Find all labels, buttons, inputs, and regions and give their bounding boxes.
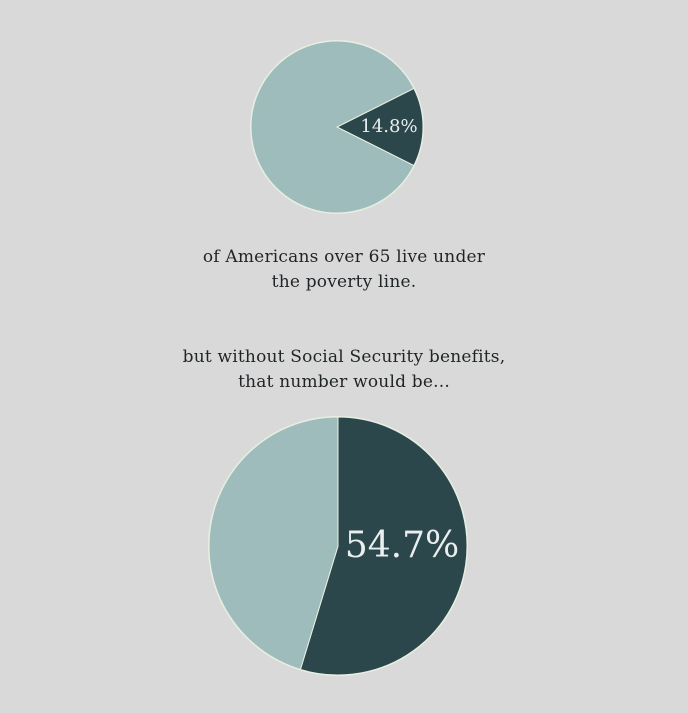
caption-without-social-security: but without Social Security benefits, th…	[0, 345, 688, 395]
pie-chart-without-social-security: 54.7%	[208, 416, 468, 676]
caption-line: of Americans over 65 live under	[202, 247, 486, 267]
caption-poverty-rate: of Americans over 65 live under the pove…	[0, 245, 688, 295]
caption-line: that number would be...	[238, 372, 450, 392]
caption-line: but without Social Security benefits,	[182, 347, 506, 367]
pie-chart-poverty-rate: 14.8%	[250, 40, 424, 214]
pie-slice-remainder	[208, 416, 339, 671]
slice-data-label: 54.7%	[345, 525, 459, 566]
pie-slice-remainder	[250, 40, 415, 214]
pie-slice-highlight	[299, 416, 468, 676]
caption-line: the poverty line.	[271, 272, 417, 292]
slice-data-label: 14.8%	[360, 116, 417, 137]
pie-slice-highlight	[335, 87, 424, 167]
